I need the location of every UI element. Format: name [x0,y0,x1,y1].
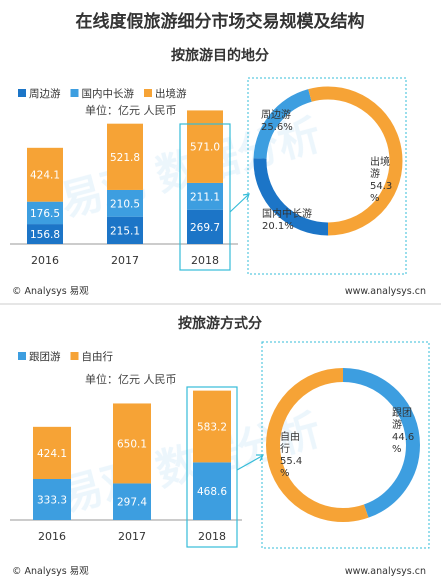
donut-slice-name-2: 出境 [370,155,390,168]
section2-bars: 333.3 424.1 2016 297.4 650.1 2017 468.6 583.2 20… [33,390,231,543]
category-label-2: 2018 [198,530,226,543]
legend-label-2: 出境游 [155,87,187,100]
category-label-0: 2016 [31,254,59,267]
donut-slice-name-0: 跟团 [392,407,412,419]
bar-2-1 [193,390,231,463]
donut-slice-1 [266,368,420,522]
bar-1-2 [107,123,143,190]
section2-arrow-head [256,454,264,462]
bar-value-label-0-0: 333.3 [37,495,67,507]
legend-swatch-1 [70,352,79,360]
bar-value-label-0-1: 176.5 [30,208,60,220]
legend-label-0: 跟团游 [29,350,61,363]
donut-slice-2 [253,86,403,236]
donut-slice-pct-1: 20.1% [262,221,294,232]
section1-legend: 周边游 国内中长游 出境游 [18,87,187,100]
bar-value-label-2-2: 571.0 [190,142,220,154]
legend-label-1: 国内中长游 [82,87,135,100]
section1-unit-label: 单位：亿元 人民币 [85,103,177,117]
bar-2-0 [187,209,223,244]
donut-slice-pct-0: 25.6% [261,122,293,133]
section1-highlight-box [179,123,231,271]
donut-slice-pct-sign-0: % [392,444,402,455]
section2-title: 按旅游方式分 [178,315,262,332]
donut-slice-name-0: 周边游 [261,108,291,121]
legend-label-0: 周边游 [29,87,61,100]
bar-value-label-0-2: 424.1 [30,170,60,182]
section2-unit-label: 单位：亿元 人民币 [85,372,177,386]
section2-legend: 跟团游 自由行 [18,350,113,363]
donut-slice-name-1-1: 行 [280,442,290,455]
bar-value-label-1-1: 650.1 [117,438,147,450]
bar-value-label-2-1: 211.1 [190,191,220,203]
bar-1-1 [113,403,151,484]
section2-arrow [236,455,263,471]
donut-slice-name-2-1: 游 [370,167,380,180]
donut-slice-pct-2: 54.3 [370,181,392,192]
bar-1-1 [107,189,143,217]
legend-swatch-0 [18,352,26,360]
category-label-1: 2017 [111,254,139,267]
category-label-1: 2017 [118,530,146,543]
bar-value-label-0-0: 156.8 [30,229,60,241]
footer-url-2: www.analysys.cn [345,566,426,577]
bar-2-0 [193,462,231,520]
bar-value-label-1-2: 521.8 [110,152,140,164]
donut-slice-pct-sign-2: % [370,193,380,204]
bar-0-0 [27,224,63,244]
bar-0-0 [33,479,71,520]
donut-slice-pct-sign-1: % [280,468,290,479]
category-label-0: 2016 [38,530,66,543]
bar-value-label-0-1: 424.1 [37,448,67,460]
donut-slice-name-1: 国内中长游 [262,207,312,220]
bar-2-2 [187,110,223,183]
section1-title: 按旅游目的地分 [171,47,269,64]
bar-0-2 [27,147,63,202]
donut-slice-name-1: 自由 [280,430,300,443]
legend-label-1: 自由行 [82,350,114,363]
footer-copyright-2: © Analysys 易观 [12,566,89,577]
legend-swatch-1 [70,89,79,97]
donut-slice-name-0-1: 游 [392,418,402,431]
section2-pie-box [261,341,430,549]
bar-2-1 [187,182,223,210]
bar-value-label-1-1: 210.5 [110,198,140,210]
section1-pie-box [247,77,407,275]
bar-value-label-2-0: 269.7 [190,222,220,234]
bar-0-1 [33,426,71,480]
bar-value-label-2-1: 583.2 [197,421,227,433]
bar-value-label-1-0: 297.4 [117,497,147,509]
section1-bars: 156.8 176.5 424.1 2016 215.1 210.5 521.8 2017 26… [27,110,223,267]
donut-slice-pct-0: 44.6 [392,432,414,443]
bar-0-1 [27,201,63,225]
bar-value-label-2-0: 468.6 [197,486,227,498]
section1-arrow [229,194,249,213]
bar-value-label-1-0: 215.1 [110,225,140,237]
page-title: 在线度假旅游细分市场交易规模及结构 [76,11,365,32]
donut-slice-pct-1: 55.4 [280,456,302,467]
section2-highlight-box [186,386,238,548]
category-label-2: 2018 [191,254,219,267]
bar-1-0 [113,483,151,520]
bar-1-0 [107,216,143,244]
footer-copyright-1: © Analysys 易观 [12,286,89,297]
legend-swatch-2 [144,89,152,97]
footer-url-1: www.analysys.cn [345,286,426,297]
legend-swatch-0 [18,89,26,97]
